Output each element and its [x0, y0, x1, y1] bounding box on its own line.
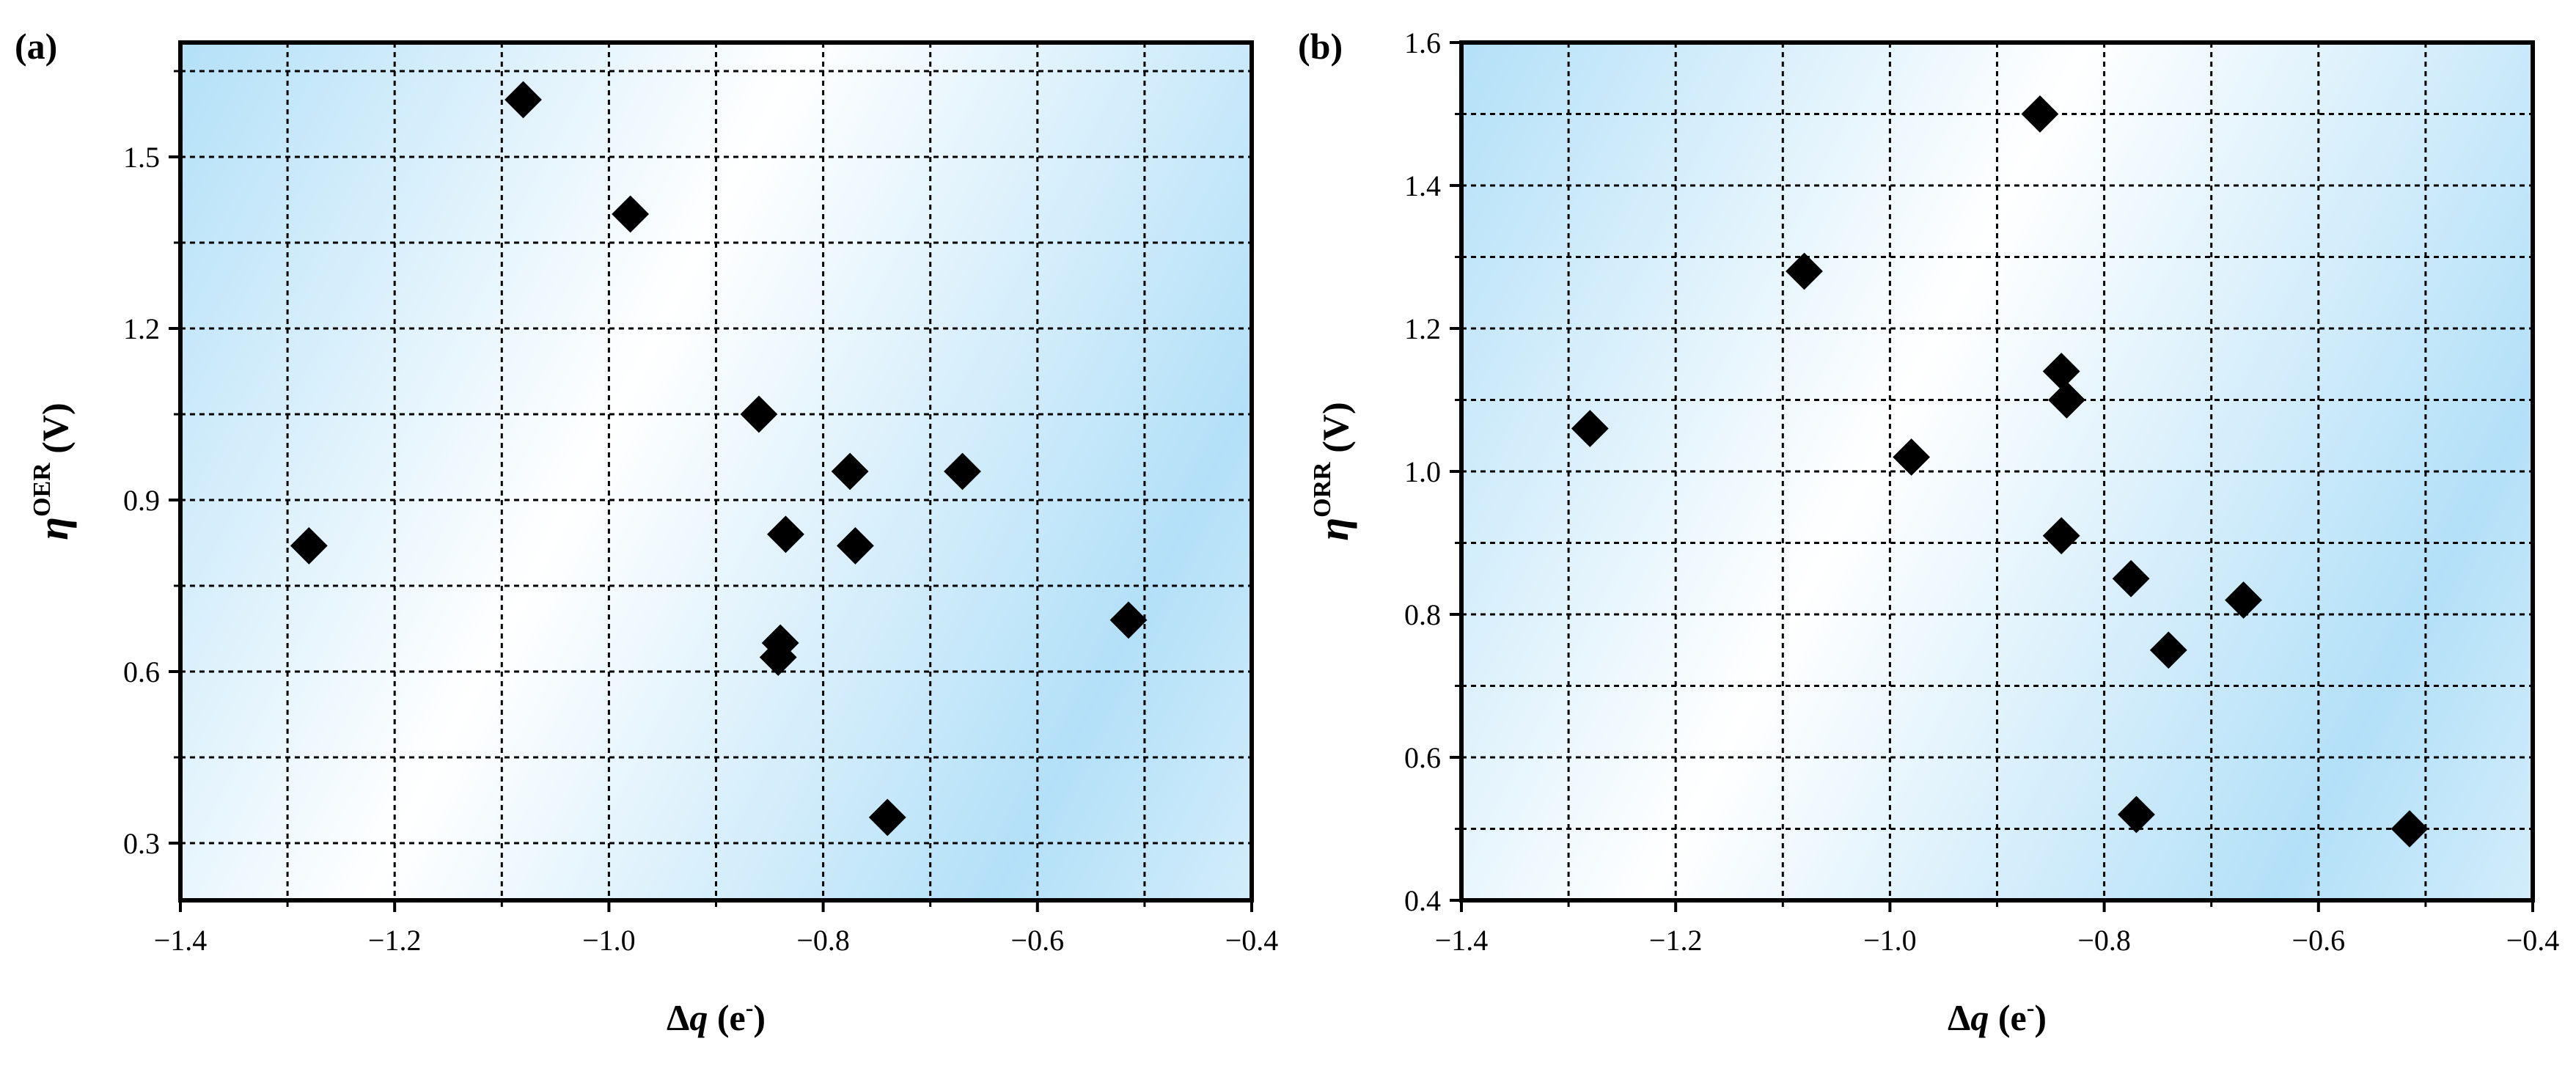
- data-point-diamond: [504, 81, 542, 119]
- data-points: [290, 81, 1148, 837]
- grid: [1461, 43, 2533, 900]
- x-tick-label: −0.6: [2292, 924, 2346, 957]
- data-point-diamond: [2048, 381, 2085, 419]
- grid: [180, 43, 1252, 900]
- x-tick-label: −0.4: [1225, 924, 1279, 957]
- panel-label: (a): [15, 26, 57, 67]
- x-axis-label: Δq (e-): [667, 994, 766, 1038]
- x-tick-label: −1.0: [582, 924, 636, 957]
- data-point-diamond: [1571, 410, 1609, 447]
- y-tick-label: 0.9: [123, 484, 160, 517]
- data-point-diamond: [831, 452, 869, 490]
- data-point-diamond: [1893, 438, 1931, 476]
- data-point-diamond: [1109, 601, 1148, 639]
- chart-panel-b: −1.4 −1.2 −1.0 −0.8 −0.6 −0.4 0.4 0.6 0.8 1.0 1.2 1…: [1298, 26, 2559, 1038]
- data-point-diamond: [2112, 559, 2150, 598]
- x-tick-label: −1.0: [1863, 924, 1917, 957]
- data-point-diamond: [837, 526, 874, 565]
- y-tick-label: 1.4: [1404, 169, 1441, 202]
- data-point-diamond: [290, 526, 328, 565]
- y-tick-label: 1.2: [1404, 312, 1441, 345]
- data-point-diamond: [2149, 631, 2187, 669]
- y-tick-label: 0.4: [1404, 884, 1441, 917]
- data-point-diamond: [2042, 517, 2080, 555]
- y-tick-label: 0.8: [1404, 598, 1441, 631]
- x-tick-label: −1.4: [1435, 924, 1489, 957]
- chart-panel-a: −1.4 −1.2 −1.0 −0.8 −0.6 −0.4 0.3 0.6 0.9 1.2 1.5 Δ…: [15, 26, 1278, 1038]
- y-tick-label: 1.2: [123, 312, 160, 345]
- y-axis-label: ηORR (V): [1309, 402, 1357, 540]
- data-point-diamond: [1786, 252, 1823, 290]
- data-point-diamond: [868, 798, 906, 837]
- y-tick-label: 1.5: [123, 141, 160, 174]
- data-point-diamond: [2390, 810, 2429, 848]
- x-tick-label: −1.2: [1649, 924, 1703, 957]
- x-tick-label: −0.8: [796, 924, 850, 957]
- data-point-diamond: [759, 639, 797, 676]
- data-point-diamond: [740, 395, 778, 433]
- y-tick-label: 0.6: [123, 655, 160, 688]
- data-point-diamond: [2225, 581, 2262, 619]
- data-point-diamond: [944, 452, 981, 490]
- data-point-diamond: [767, 515, 804, 554]
- data-points: [1571, 95, 2429, 848]
- y-axis-label: ηOER (V): [29, 402, 77, 540]
- data-point-diamond: [2118, 795, 2155, 834]
- y-tick-label: 1.0: [1404, 455, 1441, 488]
- x-tick-label: −0.4: [2506, 924, 2560, 957]
- x-tick-label: −1.4: [154, 924, 208, 957]
- data-point-diamond: [2021, 95, 2059, 133]
- x-axis-label: Δq (e-): [1948, 994, 2047, 1038]
- x-tick-label: −1.2: [368, 924, 422, 957]
- data-point-diamond: [612, 195, 650, 233]
- panel-label: (b): [1298, 26, 1343, 67]
- x-tick-label: −0.6: [1011, 924, 1065, 957]
- y-tick-label: 1.6: [1404, 26, 1441, 59]
- x-tick-label: −0.8: [2077, 924, 2131, 957]
- y-tick-label: 0.6: [1404, 741, 1441, 774]
- y-tick-label: 0.3: [123, 827, 160, 860]
